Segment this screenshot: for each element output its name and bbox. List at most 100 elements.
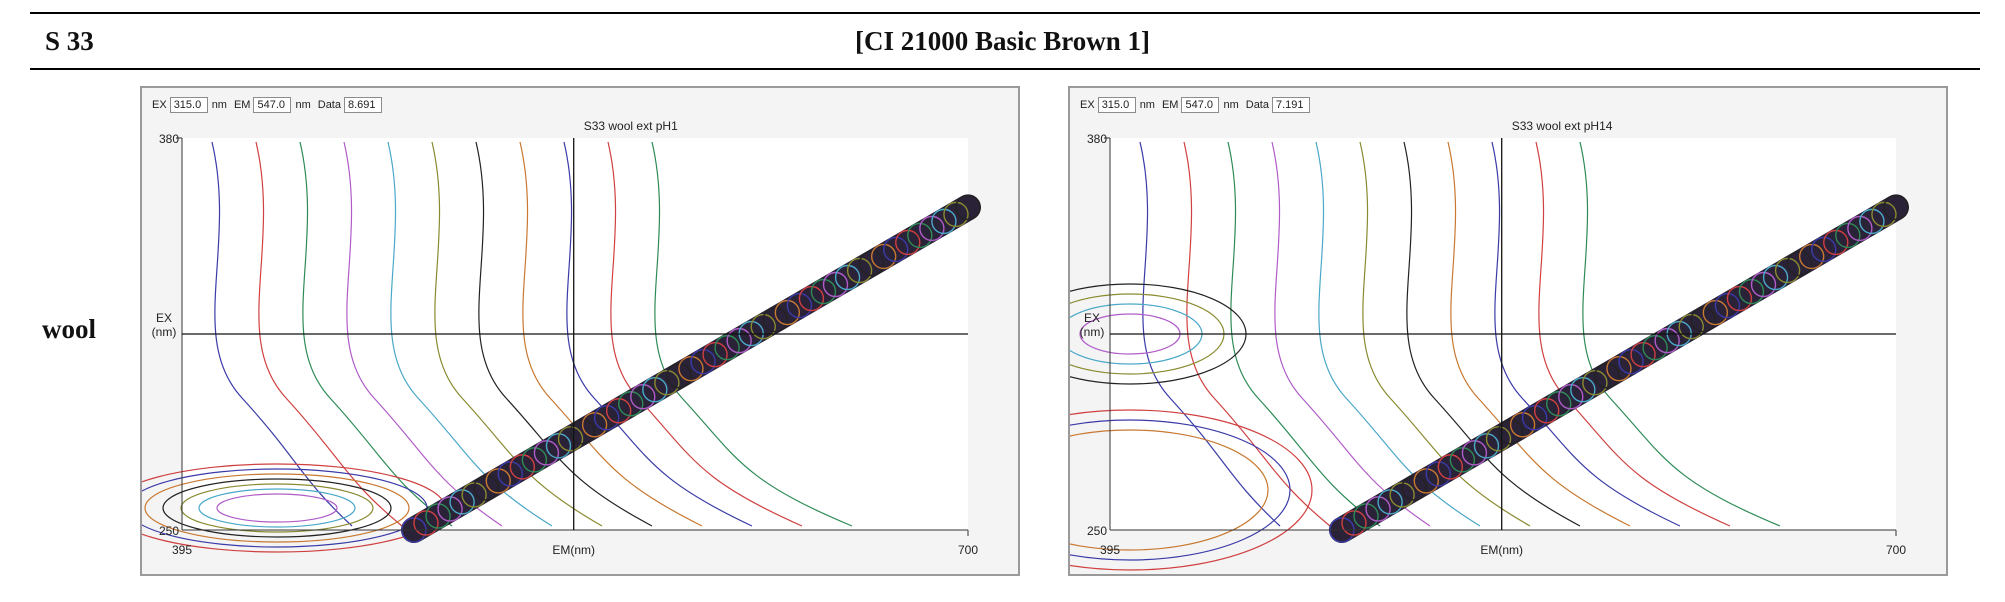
scatter-ring xyxy=(1871,201,1897,228)
scatter-ring xyxy=(509,454,536,480)
scatter-ring xyxy=(1618,348,1644,375)
scatter-ring xyxy=(666,362,692,389)
contour-ring xyxy=(162,478,392,538)
scatter-ring xyxy=(1714,292,1741,319)
scatter-ring xyxy=(1509,412,1536,438)
top-rule xyxy=(30,12,1980,14)
scatter-ring xyxy=(1883,194,1909,221)
scatter-ring xyxy=(425,503,451,529)
scatter-ring xyxy=(1353,503,1379,529)
em-label: EM xyxy=(1161,99,1179,111)
scatter-ring xyxy=(774,299,801,326)
scatter-ring xyxy=(1594,362,1620,389)
scatter-ring xyxy=(605,398,632,424)
scatter-ring xyxy=(883,236,909,263)
y-axis-label-line: (nm) xyxy=(152,325,177,339)
ex-value: 315.0 xyxy=(169,97,208,113)
scatter-ring xyxy=(810,278,837,305)
contour-line xyxy=(1447,141,1631,527)
scatter-ring xyxy=(762,306,788,333)
ex-label: EX xyxy=(1080,99,1095,111)
scatter-ring xyxy=(834,264,861,291)
y-tick-label: 250 xyxy=(159,524,179,538)
scatter-ring xyxy=(533,440,560,466)
scatter-ring xyxy=(581,412,608,438)
contour-line xyxy=(1183,141,1331,527)
scatter-ring xyxy=(726,327,752,354)
contour-line xyxy=(563,141,753,527)
readout-toolbar: EX 315.0 nm EM 547.0 nm Data 8.691 xyxy=(148,94,382,116)
scatter-ring xyxy=(690,348,716,375)
readout-toolbar: EX 315.0 nm EM 547.0 nm Data 7.191 xyxy=(1076,94,1310,116)
y-tick-label: 380 xyxy=(159,132,179,146)
scatter-ring xyxy=(1642,334,1668,361)
sample-id: S 33 xyxy=(45,26,94,56)
scatter-ring xyxy=(1835,222,1861,249)
contour-line xyxy=(519,141,703,527)
scatter-ring xyxy=(943,201,969,228)
contour-line xyxy=(1403,141,1581,527)
scatter-ring xyxy=(1425,461,1451,487)
contour-line xyxy=(651,141,853,527)
scatter-ring xyxy=(1365,496,1391,522)
y-axis-label-line: (nm) xyxy=(1080,325,1105,339)
contour-line xyxy=(475,141,653,527)
scatter-ring xyxy=(919,215,945,242)
scatter-ring xyxy=(413,510,439,536)
scatter-ring xyxy=(1823,229,1849,256)
ex-value: 315.0 xyxy=(1097,97,1136,113)
contour-line xyxy=(1139,141,1281,527)
em-unit: nm xyxy=(295,99,311,111)
scatter-ring xyxy=(557,426,584,452)
scatter-ring xyxy=(1630,341,1656,368)
chart-title: S33 wool ext pH1 xyxy=(584,119,678,133)
scatter-ring xyxy=(1690,306,1716,333)
contour-ring xyxy=(1070,419,1291,561)
scatter-ring xyxy=(798,285,825,312)
scatter-ring xyxy=(1437,454,1464,480)
x-tick-label: 700 xyxy=(958,543,978,557)
contour-plot-2: S33 wool ext pH14 EM(nm) 395 700 380 250 EX (nm… xyxy=(1070,119,1909,571)
scatter-ring xyxy=(1726,285,1753,312)
scatter-ring xyxy=(569,419,596,445)
scatter-ring xyxy=(521,447,548,473)
scatter-ring xyxy=(593,405,620,431)
scatter-ring xyxy=(1762,264,1789,291)
scatter-ring xyxy=(895,229,921,256)
x-axis-label: EM(nm) xyxy=(1480,543,1523,557)
scatter-ring xyxy=(1485,426,1512,452)
scatter-ring xyxy=(1546,391,1572,417)
scatter-band xyxy=(1328,194,1909,543)
scatter-band xyxy=(400,194,981,543)
scatter-ring xyxy=(1533,398,1560,424)
contour-ring xyxy=(216,493,338,523)
contour-line xyxy=(299,141,453,527)
contour-line xyxy=(1359,141,1531,527)
contour-plot-1: S33 wool ext pH1 EM(nm) 395 700 380 250 EX (nm) xyxy=(142,119,981,557)
scatter-ring xyxy=(1449,447,1476,473)
scatter-ring xyxy=(1461,440,1488,466)
ex-unit: nm xyxy=(1139,99,1155,111)
scatter-ring xyxy=(1678,313,1704,340)
scatter-ring xyxy=(497,461,523,487)
scatter-ring xyxy=(1606,355,1632,382)
scatter-ring xyxy=(1738,278,1765,305)
scatter-ring xyxy=(473,475,499,501)
scatter-band-fill xyxy=(400,194,981,543)
scatter-ring xyxy=(1341,510,1367,536)
contour-line xyxy=(1227,141,1381,527)
scatter-ring xyxy=(750,313,776,340)
scatter-ring xyxy=(907,222,933,249)
contour-line xyxy=(1491,141,1681,527)
scatter-ring xyxy=(1847,215,1873,242)
scatter-ring xyxy=(1401,475,1427,501)
scatter-ring xyxy=(858,250,885,277)
scatter-ring xyxy=(1654,327,1680,354)
contour-line xyxy=(211,141,353,527)
y-axis-label: EX (nm) xyxy=(1080,311,1105,339)
scatter-ring xyxy=(642,377,668,403)
sample-title: [CI 21000 Basic Brown 1] xyxy=(854,26,1150,56)
data-label: Data xyxy=(1245,99,1269,111)
y-tick-label: 380 xyxy=(1087,132,1107,146)
contour-line xyxy=(255,141,403,527)
